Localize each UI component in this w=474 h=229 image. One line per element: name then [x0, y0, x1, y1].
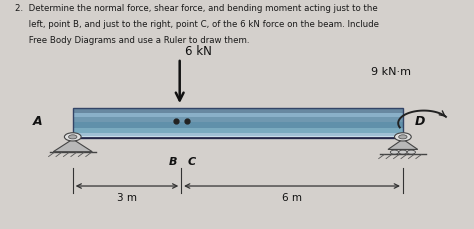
Bar	[73, 128, 403, 133]
Text: A: A	[33, 115, 43, 128]
Text: 2.  Determine the normal force, shear force, and bending moment acting just to t: 2. Determine the normal force, shear for…	[15, 4, 377, 13]
Bar	[73, 136, 403, 138]
Text: left, point B, and just to the right, point C, of the 6 kN force on the beam. In: left, point B, and just to the right, po…	[15, 20, 379, 29]
Circle shape	[399, 150, 407, 155]
Circle shape	[64, 133, 81, 141]
Bar	[73, 133, 403, 136]
Text: 6 m: 6 m	[282, 192, 302, 202]
Text: 9 kN·m: 9 kN·m	[371, 67, 411, 77]
Text: B: B	[169, 157, 178, 166]
Circle shape	[407, 150, 415, 155]
Text: 6 kN: 6 kN	[185, 45, 212, 58]
Circle shape	[399, 135, 407, 139]
Text: Free Body Diagrams and use a Ruler to draw them.: Free Body Diagrams and use a Ruler to dr…	[15, 36, 249, 45]
Bar	[73, 117, 403, 122]
Circle shape	[394, 133, 411, 141]
Bar	[73, 122, 403, 128]
Circle shape	[69, 135, 77, 139]
Polygon shape	[53, 139, 92, 152]
Text: 3 m: 3 m	[117, 192, 137, 202]
Circle shape	[390, 150, 399, 155]
Bar	[73, 113, 403, 117]
Polygon shape	[388, 139, 418, 150]
Bar	[73, 109, 403, 138]
Text: C: C	[188, 157, 196, 166]
Bar	[73, 109, 403, 113]
Text: D: D	[414, 115, 425, 128]
